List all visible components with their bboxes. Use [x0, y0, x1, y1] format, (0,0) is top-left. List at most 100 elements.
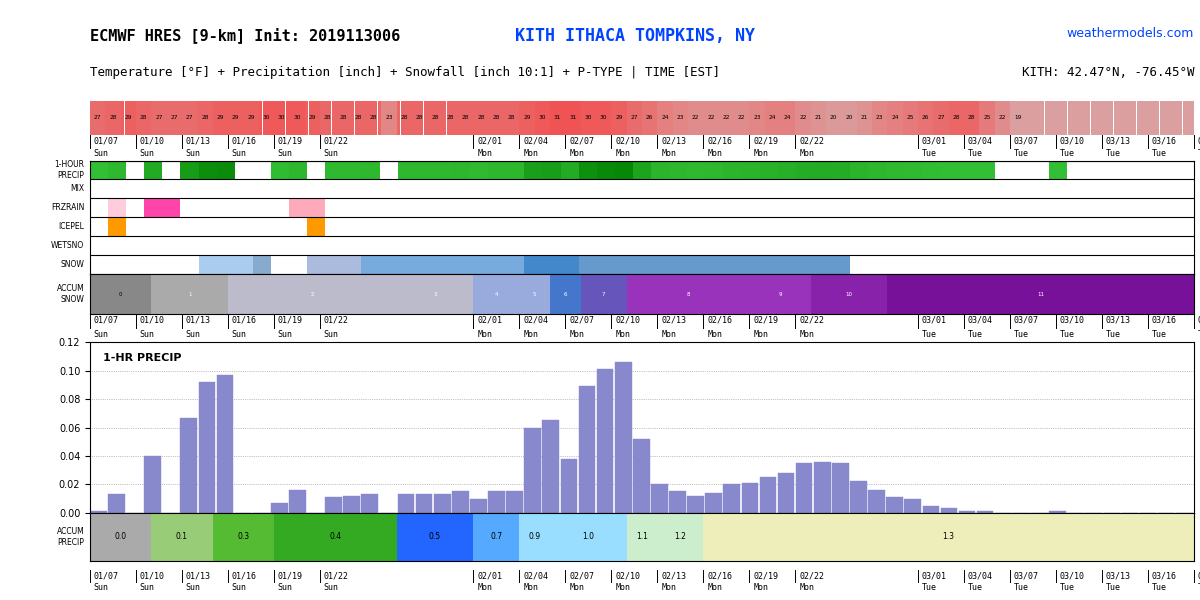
Bar: [1056, 101, 1060, 135]
Bar: [240, 101, 244, 135]
Text: MIX: MIX: [70, 184, 84, 193]
Text: Sun: Sun: [140, 329, 155, 338]
Bar: [550, 101, 554, 135]
Bar: [373, 101, 378, 135]
Bar: [151, 101, 155, 135]
Text: 8: 8: [686, 292, 690, 296]
Bar: [1136, 101, 1140, 135]
Text: 5: 5: [533, 292, 536, 296]
Bar: [905, 161, 923, 179]
Bar: [668, 101, 673, 135]
Text: Mon: Mon: [478, 149, 492, 158]
Text: 01/13: 01/13: [186, 136, 211, 145]
Bar: [1159, 101, 1163, 135]
Text: 02/04: 02/04: [523, 136, 548, 145]
Bar: [902, 101, 906, 135]
Bar: [1190, 101, 1194, 135]
Text: 0.4: 0.4: [329, 532, 341, 541]
Text: 9: 9: [779, 292, 781, 296]
Bar: [198, 161, 217, 179]
Bar: [780, 101, 784, 135]
Text: Sun: Sun: [232, 329, 247, 338]
Text: 03/04: 03/04: [968, 136, 992, 145]
Bar: [155, 101, 158, 135]
Bar: [497, 101, 500, 135]
Bar: [578, 255, 850, 274]
Bar: [427, 101, 431, 135]
Bar: [1168, 101, 1171, 135]
Bar: [773, 101, 776, 135]
Bar: [1102, 101, 1106, 135]
Text: Tue: Tue: [1198, 329, 1200, 338]
Bar: [90, 274, 151, 314]
Text: 01/22: 01/22: [324, 316, 349, 325]
Bar: [359, 101, 362, 135]
Text: 4: 4: [494, 292, 498, 296]
Text: Tue: Tue: [1152, 149, 1166, 158]
Text: 28: 28: [478, 115, 485, 121]
Bar: [473, 101, 478, 135]
Text: 24: 24: [661, 115, 668, 121]
Bar: [401, 101, 404, 135]
Bar: [274, 101, 278, 135]
Bar: [895, 101, 899, 135]
Text: Mon: Mon: [523, 583, 538, 592]
Text: 30: 30: [263, 115, 270, 121]
Text: 01/07: 01/07: [94, 571, 119, 580]
Bar: [108, 161, 126, 179]
Bar: [397, 161, 415, 179]
Bar: [90, 101, 94, 135]
Bar: [228, 101, 232, 135]
Bar: [719, 101, 722, 135]
Bar: [1079, 101, 1082, 135]
Bar: [864, 101, 868, 135]
Text: 02/04: 02/04: [523, 571, 548, 580]
Text: 30: 30: [539, 115, 546, 121]
Text: Tue: Tue: [968, 329, 983, 338]
Bar: [998, 101, 1002, 135]
Bar: [646, 101, 649, 135]
Bar: [838, 101, 841, 135]
Text: ECMWF HRES [9-km] Init: 2019113006: ECMWF HRES [9-km] Init: 2019113006: [90, 27, 401, 43]
Bar: [1110, 101, 1114, 135]
Bar: [956, 101, 960, 135]
Bar: [325, 161, 343, 179]
Bar: [692, 101, 696, 135]
Bar: [253, 255, 271, 274]
Bar: [362, 101, 366, 135]
Bar: [922, 101, 925, 135]
Bar: [1121, 101, 1124, 135]
Text: 02/19: 02/19: [754, 316, 778, 325]
Bar: [869, 161, 887, 179]
Bar: [1049, 101, 1052, 135]
Text: 29: 29: [216, 115, 224, 121]
Bar: [760, 161, 778, 179]
Bar: [925, 101, 930, 135]
Text: 23: 23: [754, 115, 761, 121]
Bar: [749, 101, 754, 135]
Text: 01/22: 01/22: [324, 136, 349, 145]
Bar: [108, 217, 126, 236]
Bar: [1049, 511, 1066, 513]
Text: Tue: Tue: [1106, 329, 1121, 338]
Bar: [596, 369, 613, 513]
Bar: [415, 494, 432, 513]
Text: Tue: Tue: [1014, 329, 1028, 338]
Bar: [1098, 101, 1102, 135]
Text: Mon: Mon: [661, 329, 676, 338]
Text: 27: 27: [630, 115, 638, 121]
Text: Mon: Mon: [523, 329, 538, 338]
Bar: [109, 101, 113, 135]
Text: Tue: Tue: [1060, 583, 1075, 592]
Text: 1.1: 1.1: [636, 532, 648, 541]
Bar: [665, 101, 668, 135]
Text: 25: 25: [906, 115, 914, 121]
Text: Tue: Tue: [1198, 583, 1200, 592]
Bar: [814, 161, 832, 179]
Text: 29: 29: [125, 115, 132, 121]
Bar: [312, 101, 316, 135]
Text: Mon: Mon: [569, 583, 584, 592]
Bar: [706, 493, 722, 513]
Text: Temperature [°F] + Precipitation [inch] + Snowfall [inch 10:1] + P-TYPE | TIME [: Temperature [°F] + Precipitation [inch] …: [90, 65, 720, 79]
Bar: [1006, 101, 1010, 135]
